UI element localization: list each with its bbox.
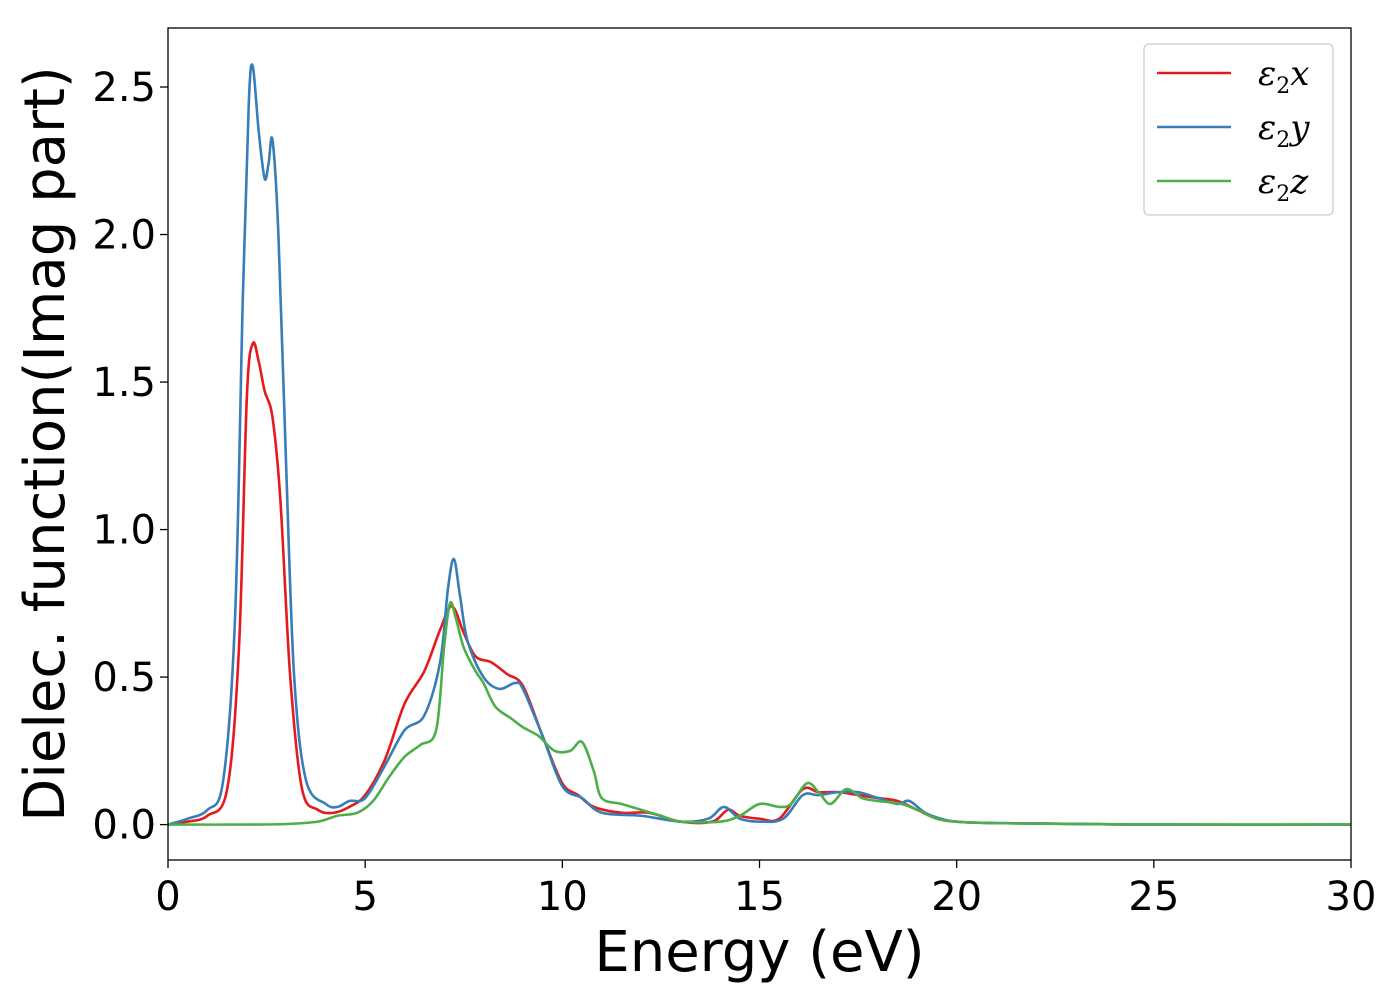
legend-label-z: ε2z [1258,162,1309,207]
x-tick-label: 10 [537,874,588,920]
y-tick-label: 2.5 [92,65,156,111]
series-lines [167,63,1352,827]
x-tick-label: 20 [931,874,982,920]
legend-frame [1143,43,1334,216]
x-tick-label: 5 [352,874,377,920]
y-tick-label: 1.5 [92,360,156,406]
x-tick-label: 30 [1326,874,1377,920]
x-tick-label: 0 [155,874,180,920]
legend-label-y: ε2y [1258,108,1310,153]
y-tick-label: 2.0 [92,213,156,259]
legend: ε2x ε2y ε2z [1143,43,1334,216]
x-axis-ticks: 0 5 10 15 20 25 30 [155,860,1376,920]
x-tick-label: 15 [734,874,785,920]
series-line-x [167,341,1352,827]
y-axis-ticks: 0.0 0.5 1.0 1.5 2.0 2.5 [92,65,168,849]
y-axis-label: Dielec. function(Imag part) [13,66,78,822]
plot-frame [167,27,1352,861]
y-tick-label: 0.5 [92,655,156,701]
y-tick-label: 1.0 [92,508,156,554]
x-axis-label: Energy (eV) [594,920,924,985]
series-line-y [167,63,1352,827]
x-tick-label: 25 [1128,874,1179,920]
legend-label-x: ε2x [1258,54,1309,99]
y-tick-label: 0.0 [92,803,156,849]
series-line-z [167,600,1352,827]
